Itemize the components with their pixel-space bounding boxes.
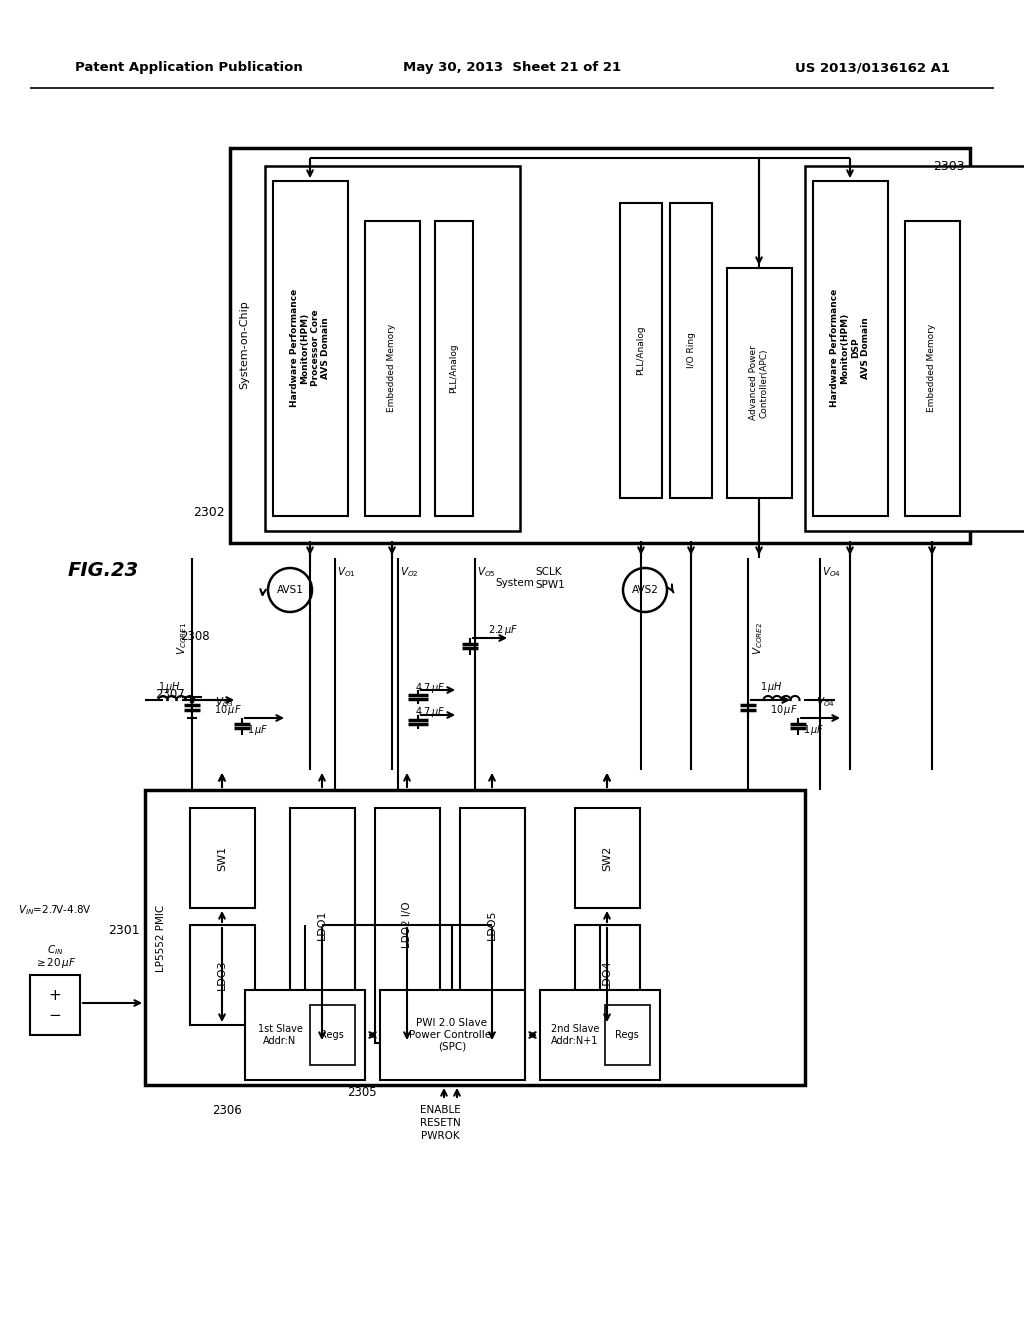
Text: Embedded Memory: Embedded Memory bbox=[387, 323, 396, 412]
Text: Hardware Performance
Monitor(HPM)
DSP
AVS Domain: Hardware Performance Monitor(HPM) DSP AV… bbox=[829, 289, 870, 407]
Bar bbox=[670, 203, 712, 498]
Text: AVS2: AVS2 bbox=[632, 585, 658, 595]
Bar bbox=[265, 166, 520, 531]
Text: ENABLE: ENABLE bbox=[420, 1105, 461, 1115]
Text: $1\,\mu H$: $1\,\mu H$ bbox=[158, 680, 181, 694]
Bar bbox=[575, 925, 640, 1026]
Text: LDO3: LDO3 bbox=[217, 960, 227, 990]
Text: $4.7\,\mu F$: $4.7\,\mu F$ bbox=[415, 705, 445, 719]
Text: 2308: 2308 bbox=[180, 631, 210, 644]
Text: $V_{O3}$: $V_{O3}$ bbox=[215, 696, 233, 709]
Bar bbox=[905, 220, 961, 516]
Text: −: − bbox=[48, 1007, 61, 1023]
Text: $V_{CORE2}$: $V_{CORE2}$ bbox=[751, 622, 765, 655]
Text: $C_{IN}$: $C_{IN}$ bbox=[47, 942, 63, 957]
Text: System-on-Chip: System-on-Chip bbox=[239, 301, 249, 389]
Text: RESETN: RESETN bbox=[420, 1118, 461, 1129]
Text: SW1: SW1 bbox=[217, 845, 227, 871]
Text: Hardware Performance
Monitor(HPM)
Processor Core
AVS Domain: Hardware Performance Monitor(HPM) Proces… bbox=[290, 289, 330, 407]
Text: PWROK: PWROK bbox=[421, 1131, 460, 1140]
Bar bbox=[620, 203, 662, 498]
Text: SW2: SW2 bbox=[602, 845, 612, 871]
Text: FIG.23: FIG.23 bbox=[68, 561, 139, 579]
Text: $1\,\mu F$: $1\,\mu F$ bbox=[247, 723, 268, 737]
Bar bbox=[805, 166, 1024, 531]
Text: 2303: 2303 bbox=[933, 160, 965, 173]
Text: LDO1: LDO1 bbox=[317, 909, 327, 940]
Text: $4.7\,\mu F$: $4.7\,\mu F$ bbox=[415, 681, 445, 696]
Text: 2302: 2302 bbox=[194, 507, 225, 520]
Text: $V_{O4}$: $V_{O4}$ bbox=[822, 565, 841, 579]
Text: +: + bbox=[48, 987, 61, 1002]
Text: System: System bbox=[495, 578, 534, 587]
Bar bbox=[273, 181, 348, 516]
Text: LDO4: LDO4 bbox=[602, 960, 612, 990]
Bar bbox=[230, 148, 970, 543]
Text: May 30, 2013  Sheet 21 of 21: May 30, 2013 Sheet 21 of 21 bbox=[402, 62, 622, 74]
Text: LP5552 PMIC: LP5552 PMIC bbox=[156, 904, 166, 972]
Text: $1\,\mu F$: $1\,\mu F$ bbox=[803, 723, 824, 737]
Bar bbox=[375, 808, 440, 1043]
Bar bbox=[30, 975, 80, 1035]
Bar bbox=[310, 1005, 355, 1065]
Bar bbox=[605, 1005, 650, 1065]
Bar bbox=[190, 808, 255, 908]
Text: $\geq 20\,\mu F$: $\geq 20\,\mu F$ bbox=[34, 956, 76, 970]
Bar bbox=[540, 990, 660, 1080]
Bar bbox=[290, 808, 355, 1043]
Text: $V_{O4}$: $V_{O4}$ bbox=[816, 696, 835, 709]
Text: US 2013/0136162 A1: US 2013/0136162 A1 bbox=[795, 62, 950, 74]
Text: PLL/Analog: PLL/Analog bbox=[637, 325, 645, 375]
Text: $10\,\mu F$: $10\,\mu F$ bbox=[214, 704, 242, 717]
Text: $V_{O2}$: $V_{O2}$ bbox=[400, 565, 419, 579]
Text: 2306: 2306 bbox=[212, 1104, 242, 1117]
Text: AVS1: AVS1 bbox=[276, 585, 303, 595]
Text: $V_{CORE1}$: $V_{CORE1}$ bbox=[175, 622, 189, 655]
Text: PLL/Analog: PLL/Analog bbox=[450, 343, 459, 393]
Text: I/O Ring: I/O Ring bbox=[686, 333, 695, 368]
Bar bbox=[145, 789, 805, 1085]
Bar bbox=[727, 268, 792, 498]
Text: Embedded Memory: Embedded Memory bbox=[928, 323, 937, 412]
Text: Regs: Regs bbox=[615, 1030, 639, 1040]
Bar bbox=[575, 808, 640, 908]
Text: Patent Application Publication: Patent Application Publication bbox=[75, 62, 303, 74]
Text: $10\,\mu F$: $10\,\mu F$ bbox=[770, 704, 798, 717]
Text: $1\,\mu H$: $1\,\mu H$ bbox=[760, 680, 783, 694]
Text: 1st Slave
Addr:N: 1st Slave Addr:N bbox=[258, 1024, 302, 1045]
Text: 2nd Slave
Addr:N+1: 2nd Slave Addr:N+1 bbox=[551, 1024, 599, 1045]
Text: 2307: 2307 bbox=[155, 689, 184, 701]
Text: LDO5: LDO5 bbox=[487, 909, 497, 940]
Text: LDO2 I/O: LDO2 I/O bbox=[402, 902, 412, 948]
Text: PWI 2.0 Slave
Power Controller
(SPC): PWI 2.0 Slave Power Controller (SPC) bbox=[409, 1019, 496, 1052]
Bar bbox=[380, 990, 525, 1080]
Text: $V_{O5}$: $V_{O5}$ bbox=[477, 565, 496, 579]
Bar bbox=[245, 990, 365, 1080]
Text: Advanced Power
Controller(APC): Advanced Power Controller(APC) bbox=[750, 346, 769, 421]
Text: 2305: 2305 bbox=[347, 1085, 377, 1098]
Bar bbox=[190, 925, 255, 1026]
Bar bbox=[460, 808, 525, 1043]
Text: Regs: Regs bbox=[321, 1030, 344, 1040]
Text: $V_{O1}$: $V_{O1}$ bbox=[337, 565, 355, 579]
Bar bbox=[365, 220, 420, 516]
Text: $V_{IN}$=2.7V-4.8V: $V_{IN}$=2.7V-4.8V bbox=[18, 903, 92, 917]
Bar bbox=[813, 181, 888, 516]
Text: $2.2\,\mu F$: $2.2\,\mu F$ bbox=[488, 623, 518, 638]
Bar bbox=[435, 220, 473, 516]
Text: 2301: 2301 bbox=[109, 924, 140, 936]
Text: SCLK: SCLK bbox=[535, 568, 561, 577]
Text: SPW1: SPW1 bbox=[535, 579, 565, 590]
